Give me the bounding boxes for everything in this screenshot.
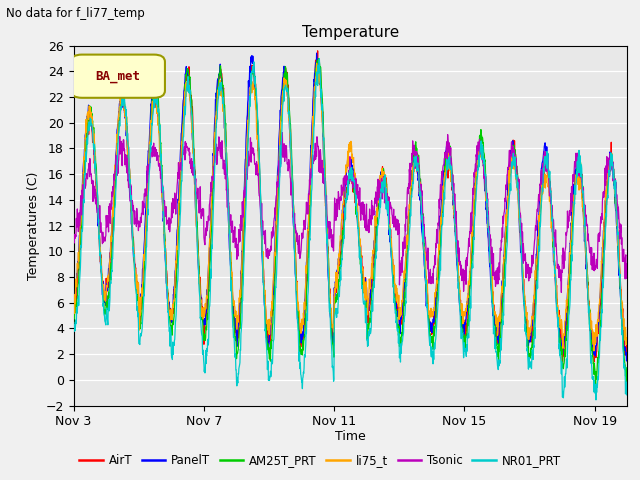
li75_t [193, 224, 200, 230]
AM25T_PRT [85, 110, 93, 116]
X-axis label: Time: Time [335, 430, 366, 443]
AM25T_PRT [70, 320, 77, 326]
Line: AirT: AirT [74, 51, 627, 368]
AM25T_PRT [315, 56, 323, 61]
AirT [70, 291, 77, 297]
NR01_PRT [161, 240, 168, 246]
AM25T_PRT [193, 207, 200, 213]
AirT [367, 279, 375, 285]
Legend: AirT, PanelT, AM25T_PRT, li75_t, Tsonic, NR01_PRT: AirT, PanelT, AM25T_PRT, li75_t, Tsonic,… [74, 449, 566, 472]
Tsonic [70, 237, 77, 243]
AM25T_PRT [208, 201, 216, 206]
AirT [85, 131, 93, 137]
NR01_PRT [70, 319, 77, 325]
NR01_PRT [316, 56, 323, 61]
AirT [208, 192, 216, 197]
Tsonic [502, 188, 509, 193]
Tsonic [193, 191, 200, 197]
PanelT [70, 300, 77, 306]
PanelT [161, 245, 168, 251]
Text: No data for f_li77_temp: No data for f_li77_temp [6, 7, 145, 20]
AirT [502, 240, 509, 245]
li75_t [367, 274, 375, 279]
PanelT [313, 50, 321, 56]
Line: li75_t: li75_t [74, 63, 627, 351]
li75_t [502, 228, 509, 234]
AirT [559, 365, 566, 371]
li75_t [623, 340, 631, 346]
AM25T_PRT [161, 228, 168, 234]
Title: Temperature: Temperature [302, 25, 399, 40]
li75_t [208, 184, 216, 190]
PanelT [367, 279, 375, 285]
Text: BA_met: BA_met [95, 70, 140, 83]
Tsonic [623, 261, 631, 266]
PanelT [85, 103, 93, 109]
Tsonic [161, 198, 168, 204]
li75_t [590, 348, 598, 354]
AM25T_PRT [592, 385, 600, 391]
NR01_PRT [193, 215, 200, 221]
AM25T_PRT [367, 305, 375, 311]
li75_t [161, 242, 168, 248]
PanelT [208, 183, 216, 189]
AirT [314, 48, 321, 54]
PanelT [623, 358, 630, 364]
li75_t [85, 116, 93, 121]
Tsonic [278, 130, 286, 135]
AirT [193, 211, 200, 216]
AirT [161, 236, 168, 241]
Line: Tsonic: Tsonic [74, 132, 627, 292]
NR01_PRT [502, 262, 509, 268]
Tsonic [85, 161, 93, 167]
Tsonic [367, 222, 375, 228]
Y-axis label: Temperatures (C): Temperatures (C) [27, 171, 40, 280]
NR01_PRT [208, 246, 216, 252]
NR01_PRT [367, 324, 375, 329]
AM25T_PRT [623, 380, 631, 386]
PanelT [502, 218, 509, 224]
Line: PanelT: PanelT [74, 53, 627, 361]
NR01_PRT [623, 378, 631, 384]
Line: NR01_PRT: NR01_PRT [74, 59, 627, 400]
li75_t [70, 300, 77, 306]
Tsonic [557, 289, 565, 295]
PanelT [193, 224, 200, 230]
AM25T_PRT [502, 242, 509, 248]
NR01_PRT [592, 397, 600, 403]
FancyBboxPatch shape [71, 55, 165, 98]
NR01_PRT [85, 120, 93, 125]
li75_t [313, 60, 321, 66]
AirT [623, 351, 631, 357]
Line: AM25T_PRT: AM25T_PRT [74, 59, 627, 388]
PanelT [623, 351, 631, 357]
Tsonic [208, 174, 216, 180]
